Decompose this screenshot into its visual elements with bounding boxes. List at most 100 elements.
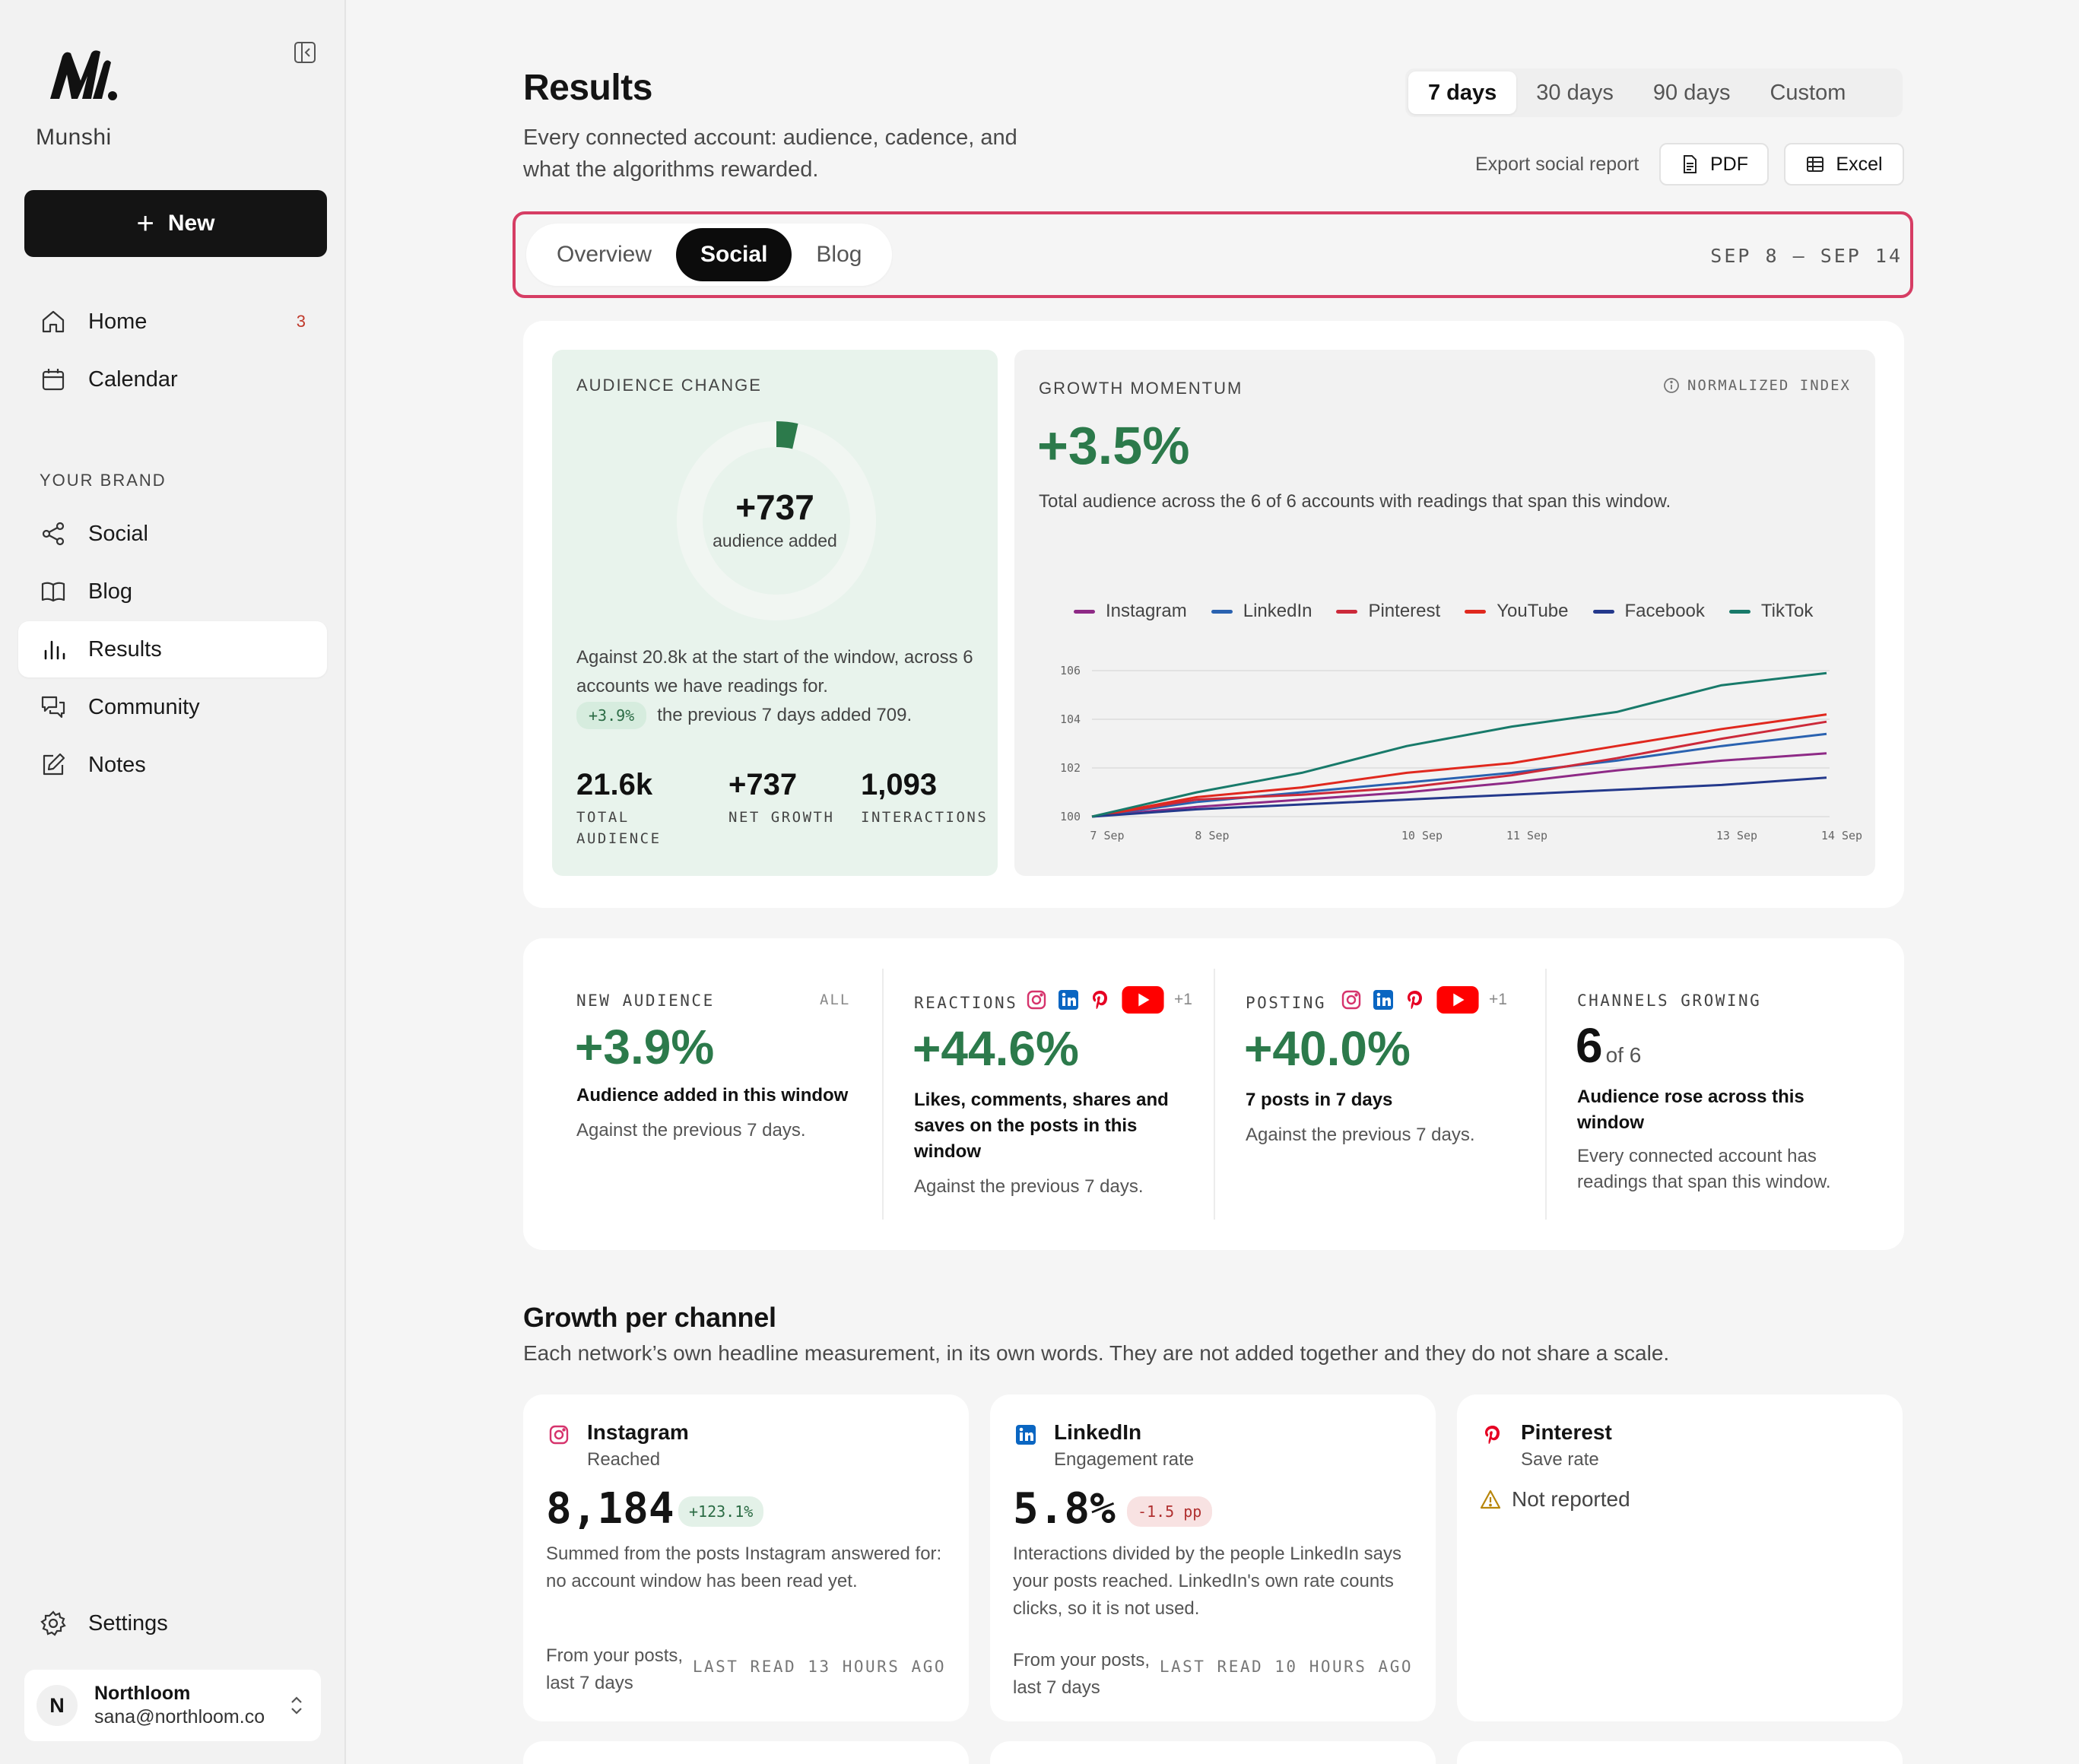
channel-card-pinterest[interactable]: Pinterest Save rate Not reported bbox=[1457, 1394, 1903, 1721]
metrics-card: NEW AUDIENCE ALL +3.9% Audience added in… bbox=[523, 938, 1904, 1250]
legend-item-linkedin[interactable]: LinkedIn bbox=[1211, 601, 1312, 622]
channel-card-stub bbox=[990, 1741, 1436, 1764]
y-tick-label: 104 bbox=[1060, 712, 1081, 726]
legend-swatch bbox=[1074, 609, 1095, 614]
book-icon bbox=[41, 582, 65, 602]
channel-name: Instagram bbox=[587, 1420, 689, 1444]
sidebar-item-community[interactable]: Community bbox=[18, 679, 327, 735]
tab-blog[interactable]: Blog bbox=[816, 242, 862, 267]
pinterest-icon[interactable] bbox=[1089, 988, 1112, 1011]
more-networks-count[interactable]: +1 bbox=[1174, 991, 1192, 1008]
legend-item-facebook[interactable]: Facebook bbox=[1592, 601, 1705, 622]
stat-value: 21.6k bbox=[576, 768, 653, 801]
metric-note: Against the previous 7 days. bbox=[914, 1176, 1144, 1197]
stat-value: +737 bbox=[728, 768, 798, 801]
channel-card-instagram[interactable]: Instagram Reached 8,184 +123.1% Summed f… bbox=[523, 1394, 969, 1721]
instagram-icon[interactable] bbox=[1340, 988, 1363, 1011]
home-icon bbox=[42, 310, 65, 333]
chat-icon bbox=[41, 696, 65, 719]
range-tab-custom[interactable]: Custom bbox=[1770, 80, 1846, 105]
legend-label: Pinterest bbox=[1368, 601, 1441, 621]
legend-label: TikTok bbox=[1760, 601, 1814, 621]
sidebar-item-label: Blog bbox=[88, 579, 133, 604]
growth-momentum-eyebrow: GROWTH MOMENTUM bbox=[1039, 379, 1243, 398]
range-tab-90-days[interactable]: 90 days bbox=[1652, 80, 1731, 105]
metric-value: 6 of 6 bbox=[1576, 1017, 1641, 1074]
summary-card: AUDIENCE CHANGE +737 audience added Agai… bbox=[523, 321, 1904, 908]
audience-change-eyebrow: AUDIENCE CHANGE bbox=[576, 376, 762, 395]
metric-eyebrow: REACTIONS bbox=[914, 994, 1018, 1012]
series-line-instagram[interactable] bbox=[1091, 752, 1827, 818]
sidebar-item-results[interactable]: Results bbox=[18, 621, 327, 677]
metric-title: 7 posts in 7 days bbox=[1246, 1090, 1393, 1110]
metric-value: +40.0% bbox=[1244, 1021, 1411, 1076]
sidebar-item-blog[interactable]: Blog bbox=[18, 563, 327, 620]
sidebar-item-label: Results bbox=[88, 636, 162, 662]
pinterest-icon bbox=[1485, 1426, 1500, 1444]
tab-overview[interactable]: Overview bbox=[557, 242, 652, 267]
sidebar-item-home[interactable]: Home 3 bbox=[18, 293, 327, 350]
legend-item-pinterest[interactable]: Pinterest bbox=[1336, 601, 1440, 622]
range-tab-7-days[interactable]: 7 days bbox=[1408, 71, 1517, 114]
export-excel-button[interactable]: Excel bbox=[1784, 143, 1904, 186]
channel-header: Pinterest Save rate bbox=[1481, 1420, 1612, 1471]
channel-card-linkedin[interactable]: LinkedIn Engagement rate 5.8% -1.5 pp In… bbox=[990, 1394, 1436, 1721]
audience-change-pill: +3.9% bbox=[576, 702, 647, 729]
sidebar-item-social[interactable]: Social bbox=[18, 506, 327, 562]
series-line-tiktok[interactable] bbox=[1091, 671, 1827, 818]
tab-social[interactable]: Social bbox=[676, 228, 792, 281]
sidebar-item-notes[interactable]: Notes bbox=[18, 737, 327, 793]
series-line-linkedin[interactable] bbox=[1091, 732, 1827, 818]
stat-label: INTERACTIONS bbox=[861, 809, 989, 826]
section-title: Growth per channel bbox=[523, 1302, 776, 1333]
normalized-index-label[interactable]: NORMALIZED INDEX bbox=[1663, 377, 1851, 394]
notification-badge: 3 bbox=[296, 312, 306, 331]
audience-change-panel: AUDIENCE CHANGE +737 audience added Agai… bbox=[552, 350, 998, 876]
x-tick-label: 8 Sep bbox=[1195, 829, 1229, 842]
x-tick-label: 13 Sep bbox=[1716, 829, 1757, 842]
youtube-icon[interactable] bbox=[1436, 985, 1480, 1014]
linkedin-icon[interactable] bbox=[1057, 988, 1080, 1011]
linkedin-icon bbox=[1016, 1425, 1036, 1445]
brand-logo[interactable] bbox=[46, 46, 122, 106]
sidebar-item-calendar[interactable]: Calendar bbox=[18, 351, 327, 408]
range-tab-30-days[interactable]: 30 days bbox=[1536, 80, 1614, 105]
new-button[interactable]: + New bbox=[24, 190, 327, 257]
instagram-icon[interactable] bbox=[1025, 988, 1048, 1011]
user-email: sana@northloom.co bbox=[94, 1706, 265, 1728]
series-line-pinterest[interactable] bbox=[1091, 720, 1827, 818]
legend-item-tiktok[interactable]: TikTok bbox=[1728, 601, 1814, 622]
sidebar-collapse-icon[interactable] bbox=[292, 40, 318, 65]
sidebar-item-settings[interactable]: Settings bbox=[18, 1595, 327, 1651]
growth-line-chart: 100 102 104 106 7 Sep 8 Sep 10 Sep 11 Sep 13 Sep… bbox=[1060, 664, 1862, 842]
youtube-icon[interactable] bbox=[1121, 985, 1165, 1014]
metric-value: +3.9% bbox=[575, 1020, 715, 1074]
stat-value: 1,093 bbox=[861, 768, 938, 801]
stat-label: TOTAL AUDIENCE bbox=[576, 809, 662, 847]
account-switcher[interactable]: N Northloom sana@northloom.co bbox=[24, 1670, 321, 1741]
metric-value: +44.6% bbox=[913, 1021, 1079, 1076]
series-line-facebook[interactable] bbox=[1091, 776, 1827, 818]
channel-header: LinkedIn Engagement rate bbox=[1014, 1420, 1194, 1471]
legend-item-youtube[interactable]: YouTube bbox=[1465, 601, 1569, 622]
channel-last-read: LAST READ 10 HOURS AGO bbox=[1159, 1658, 1413, 1676]
export-pdf-button[interactable]: PDF bbox=[1659, 143, 1769, 186]
growth-momentum-value: +3.5% bbox=[1037, 416, 1190, 475]
channel-last-read: LAST READ 13 HOURS AGO bbox=[692, 1658, 946, 1676]
metric-eyebrow: CHANNELS GROWING bbox=[1577, 991, 1762, 1010]
sidebar-item-label: Notes bbox=[88, 752, 146, 777]
linkedin-icon[interactable] bbox=[1372, 988, 1395, 1011]
metric-note: Against the previous 7 days. bbox=[1246, 1125, 1475, 1145]
pinterest-icon[interactable] bbox=[1404, 988, 1427, 1011]
donut-arc bbox=[677, 421, 876, 620]
more-networks-count[interactable]: +1 bbox=[1489, 991, 1507, 1008]
y-tick-label: 100 bbox=[1060, 810, 1081, 823]
date-range-label: SEP 8 – SEP 14 bbox=[1710, 245, 1903, 267]
series-line-youtube[interactable] bbox=[1091, 713, 1827, 818]
excel-label: Excel bbox=[1836, 153, 1883, 175]
legend-swatch bbox=[1592, 609, 1614, 614]
legend-label: YouTube bbox=[1497, 601, 1569, 621]
stat-label: NET GROWTH bbox=[728, 809, 835, 826]
legend-item-instagram[interactable]: Instagram bbox=[1074, 601, 1187, 622]
share-icon bbox=[42, 522, 65, 546]
